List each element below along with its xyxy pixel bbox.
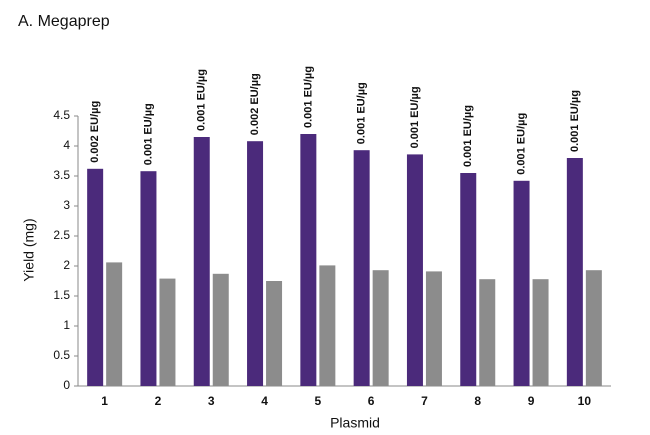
bar	[566, 158, 583, 386]
x-tick-label: 8	[474, 394, 481, 408]
bar	[266, 281, 283, 386]
bar	[319, 265, 336, 386]
x-tick-label: 1	[101, 394, 108, 408]
x-tick-label: 2	[155, 394, 162, 408]
annotation: 0.001 EU/µg	[569, 90, 581, 152]
bar	[425, 271, 442, 386]
y-tick-label: 1	[63, 318, 70, 332]
bar	[460, 173, 477, 386]
x-tick-label: 10	[578, 394, 592, 408]
annotation: 0.001 EU/µg	[196, 69, 208, 131]
y-tick-label: 4	[63, 138, 70, 152]
y-tick-label: 0	[63, 378, 70, 392]
y-tick-label: 4.5	[53, 108, 70, 122]
bar	[106, 262, 123, 386]
x-tick-label: 4	[261, 394, 268, 408]
y-axis-label: Yield (mg)	[21, 218, 37, 281]
bar	[513, 180, 530, 386]
bar	[193, 137, 210, 386]
bar	[300, 134, 317, 386]
annotation: 0.001 EU/µg	[409, 86, 421, 148]
annotation: 0.002 EU/µg	[89, 101, 101, 163]
bar	[532, 279, 549, 386]
y-tick-label: 3.5	[53, 168, 70, 182]
bar	[406, 154, 423, 386]
annotation: 0.001 EU/µg	[515, 113, 527, 175]
x-tick-label: 7	[421, 394, 428, 408]
x-tick-label: 9	[528, 394, 535, 408]
annotation: 0.002 EU/µg	[249, 73, 261, 135]
annotation: 0.001 EU/µg	[302, 66, 314, 128]
bar	[247, 141, 264, 386]
y-tick-label: 0.5	[53, 348, 70, 362]
bar	[212, 273, 229, 386]
bar	[159, 278, 176, 386]
y-tick-label: 2.5	[53, 228, 70, 242]
y-tick-label: 2	[63, 258, 70, 272]
bar	[140, 171, 157, 386]
annotation: 0.001 EU/µg	[142, 103, 154, 165]
annotation: 0.001 EU/µg	[356, 82, 368, 144]
x-axis-label: Plasmid	[330, 415, 380, 431]
x-tick-label: 5	[315, 394, 322, 408]
y-tick-label: 3	[63, 198, 70, 212]
annotation: 0.001 EU/µg	[462, 105, 474, 167]
y-tick-label: 1.5	[53, 288, 70, 302]
bar	[353, 150, 370, 386]
chart-title: A. Megaprep	[18, 13, 110, 30]
bar	[585, 270, 602, 386]
x-tick-label: 6	[368, 394, 375, 408]
bar	[479, 279, 496, 386]
bar	[372, 270, 389, 386]
x-tick-label: 3	[208, 394, 215, 408]
bar	[87, 168, 104, 386]
